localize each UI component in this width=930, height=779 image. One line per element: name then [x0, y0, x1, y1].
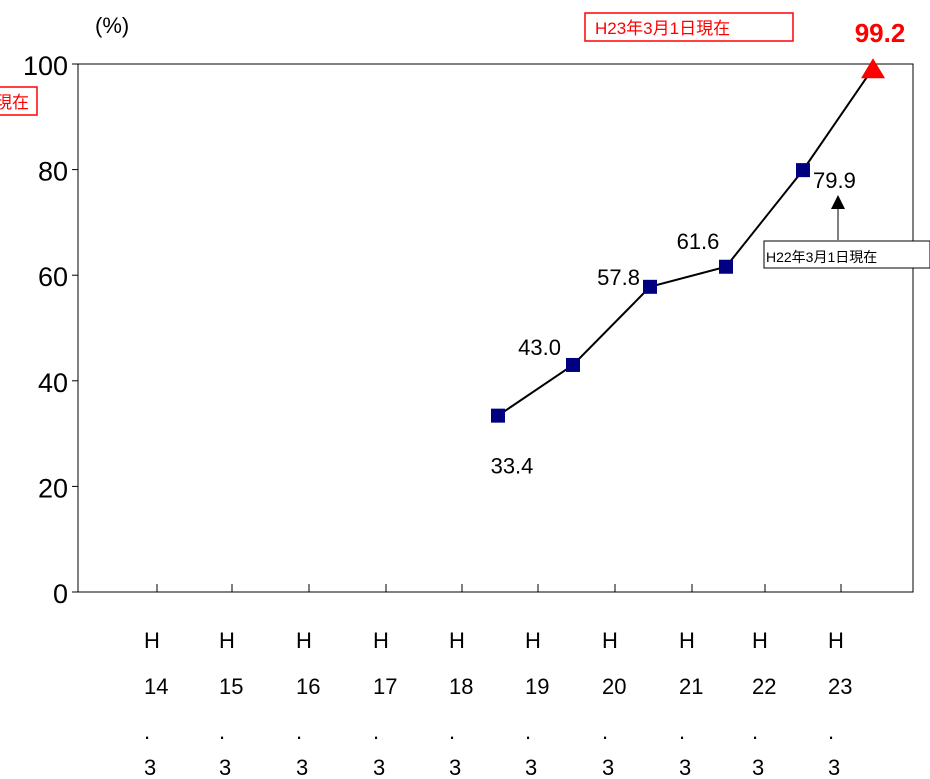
series-line	[497, 67, 874, 417]
plot-area	[77, 63, 914, 593]
x-tick-label-dot: .	[602, 719, 608, 744]
x-tick-label-year: 20	[602, 674, 626, 699]
previous-annotation-box	[763, 240, 930, 269]
data-point-marker	[643, 279, 657, 294]
x-tick-label-month: 3	[449, 755, 461, 779]
x-tick-label-era: H	[296, 628, 312, 653]
y-axis-unit-label: (%)	[95, 13, 129, 38]
x-tick-label-dot: .	[525, 719, 531, 744]
data-label: 79.9	[813, 168, 856, 193]
left-edge-annotation-label: 現在	[0, 93, 29, 112]
x-tick-label-month: 3	[679, 755, 691, 779]
x-tick-label-era: H	[144, 628, 160, 653]
x-tick-label-dot: .	[679, 719, 685, 744]
y-tick-label: 80	[38, 157, 68, 187]
previous-annotation-arrowhead	[831, 195, 845, 209]
x-tick-label-era: H	[679, 628, 695, 653]
x-tick-label-era: H	[525, 628, 541, 653]
x-tick-label-era: H	[602, 628, 618, 653]
x-tick-label-year: 17	[373, 674, 397, 699]
x-tick-label-year: 19	[525, 674, 549, 699]
x-tick-label-year: 22	[752, 674, 776, 699]
x-tick-label-dot: .	[373, 719, 379, 744]
x-tick-label-era: H	[828, 628, 844, 653]
y-tick-label: 100	[23, 51, 68, 81]
x-tick-label-month: 3	[828, 755, 840, 779]
x-tick-label-year: 15	[219, 674, 243, 699]
y-tick-label: 60	[38, 262, 68, 292]
x-tick-label-dot: .	[752, 719, 758, 744]
data-label: 33.4	[491, 454, 534, 479]
x-tick-label-era: H	[449, 628, 465, 653]
data-point-marker	[796, 163, 810, 178]
data-label: 99.2	[855, 18, 906, 48]
x-tick-label-year: 14	[144, 674, 168, 699]
x-tick-label-dot: .	[828, 719, 834, 744]
x-tick-label-era: H	[752, 628, 768, 653]
data-point-marker	[566, 357, 580, 372]
x-tick-label-era: H	[219, 628, 235, 653]
data-point-marker	[719, 259, 733, 274]
x-tick-label-dot: .	[296, 719, 302, 744]
annotation-layer: H23年3月1日現在 H22年3月1日現在 現在	[0, 12, 930, 269]
x-tick-label-month: 3	[752, 755, 764, 779]
data-label: 57.8	[597, 265, 640, 290]
left-edge-annotation-box	[0, 86, 38, 116]
x-tick-label-month: 3	[219, 755, 231, 779]
x-tick-label-year: 21	[679, 674, 703, 699]
x-tick-label-month: 3	[525, 755, 537, 779]
x-tick-label-month: 3	[602, 755, 614, 779]
current-annotation-box	[584, 12, 794, 42]
previous-annotation-label: H22年3月1日現在	[766, 249, 877, 265]
x-tick-label-year: 23	[828, 674, 852, 699]
x-tick-label-month: 3	[296, 755, 308, 779]
data-point-marker-highlight	[861, 58, 885, 79]
x-tick-label-dot: .	[449, 719, 455, 744]
x-tick-label-month: 3	[373, 755, 385, 779]
data-label: 61.6	[677, 229, 720, 254]
current-annotation-label: H23年3月1日現在	[595, 19, 730, 38]
series-layer	[491, 58, 885, 423]
y-tick-label: 40	[38, 368, 68, 398]
data-point-marker	[491, 408, 505, 423]
x-tick-label-era: H	[373, 628, 389, 653]
data-label: 43.0	[518, 335, 561, 360]
x-tick-label-year: 18	[449, 674, 473, 699]
x-axis: H 14. 3 H 15. 3 H 16. 3 H 17. 3 H 18. 3 H 19. 3 H 20. 3 H 21. 3…	[144, 584, 852, 779]
x-tick-label-year: 16	[296, 674, 320, 699]
data-label-layer: 33.4 43.0 57.8 61.6 79.9 99.2	[491, 18, 906, 478]
x-tick-label-dot: .	[144, 719, 150, 744]
y-axis: (%) 0 20 40 60 80 100	[23, 13, 129, 609]
x-tick-label-month: 3	[144, 755, 156, 779]
y-tick-label: 0	[53, 579, 68, 609]
x-tick-label-dot: .	[219, 719, 225, 744]
plot-border	[77, 63, 914, 593]
y-tick-label: 20	[38, 473, 68, 503]
